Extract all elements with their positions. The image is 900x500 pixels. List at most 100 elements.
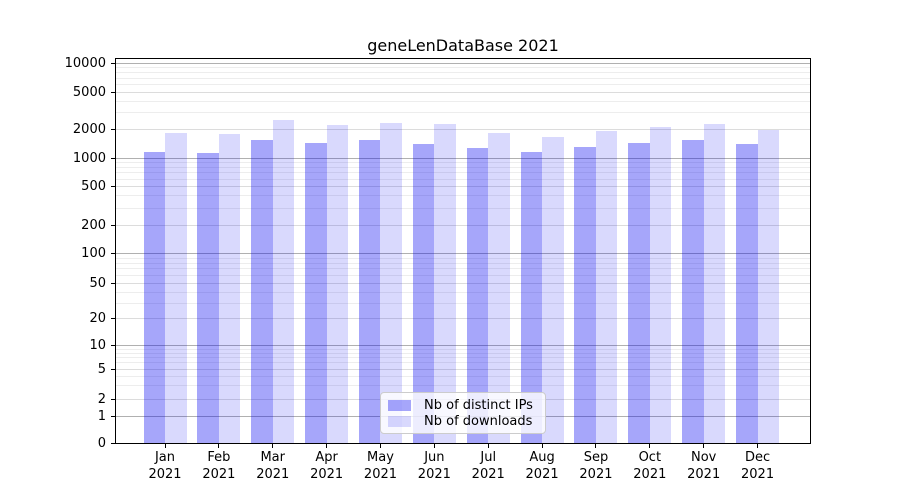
- y-tick-mark: [111, 368, 115, 370]
- bar-downloads-apr: [326, 125, 349, 444]
- x-tick-month: Aug: [529, 450, 555, 465]
- major-gridline: [116, 368, 810, 370]
- x-tick-mark: [164, 444, 166, 448]
- y-tick-mark: [111, 345, 115, 346]
- legend-item-distinct-ips: Nb of distinct IPs: [387, 397, 539, 414]
- x-tick-mark: [649, 444, 651, 448]
- minor-gridline: [116, 112, 810, 114]
- x-tick-year: 2021: [579, 466, 613, 482]
- y-tick-label: 1: [97, 409, 106, 424]
- bar-distinct-ips-jun: [412, 144, 435, 444]
- x-tick-year: 2021: [633, 466, 667, 482]
- x-tick-year: 2021: [256, 466, 290, 482]
- minor-gridline: [116, 72, 810, 74]
- x-tick-month: Mar: [260, 450, 285, 465]
- y-tick-mark: [111, 92, 115, 93]
- x-tick-label: Oct 2021: [618, 450, 682, 483]
- bar-distinct-ips-feb: [197, 152, 219, 444]
- bar-distinct-ips-oct: [628, 142, 650, 444]
- bar-distinct-ips-dec: [736, 143, 758, 444]
- minor-gridline: [116, 167, 810, 168]
- y-tick-label: 2: [97, 391, 106, 407]
- major-gridline: [116, 128, 810, 130]
- x-tick-mark: [703, 444, 705, 448]
- major-gridline: [116, 318, 810, 319]
- x-tick-year: 2021: [471, 466, 505, 482]
- bar-distinct-ips-jul: [466, 147, 489, 444]
- minor-gridline: [116, 100, 810, 102]
- y-tick-mark: [111, 158, 115, 159]
- bar-distinct-ips-sep: [574, 147, 596, 444]
- minor-gridline: [116, 207, 810, 209]
- major-gridline: [116, 345, 810, 346]
- minor-gridline: [116, 362, 810, 364]
- x-tick-mark: [595, 444, 597, 448]
- y-tick-label: 20: [89, 311, 106, 326]
- y-tick-label: 1000: [72, 151, 106, 166]
- y-tick-mark: [111, 318, 115, 319]
- x-tick-year: 2021: [148, 466, 182, 482]
- bar-downloads-feb: [218, 133, 241, 444]
- x-tick-label: Jul 2021: [456, 450, 520, 483]
- minor-gridline: [116, 291, 810, 293]
- x-tick-mark: [487, 444, 489, 448]
- y-tick-label: 2000: [72, 121, 106, 137]
- minor-gridline: [116, 348, 810, 350]
- y-tick-label: 5000: [72, 85, 106, 100]
- bar-downloads-sep: [595, 131, 618, 444]
- major-gridline: [116, 186, 810, 187]
- minor-gridline: [116, 385, 810, 387]
- minor-gridline: [116, 67, 810, 69]
- y-tick-mark: [111, 186, 115, 187]
- bar-distinct-ips-may: [358, 139, 381, 444]
- x-tick-label: Dec 2021: [726, 450, 790, 483]
- chart-title: geneLenDataBase 2021: [367, 36, 559, 55]
- y-tick-mark: [111, 253, 115, 254]
- minor-gridline: [116, 268, 810, 270]
- y-tick-label: 100: [81, 246, 106, 261]
- major-gridline: [116, 283, 810, 284]
- x-tick-month: Oct: [638, 450, 662, 465]
- x-tick-mark: [218, 444, 220, 448]
- y-tick-mark: [111, 128, 115, 130]
- minor-gridline: [116, 352, 810, 354]
- y-tick-mark: [111, 225, 115, 226]
- legend-swatch-downloads: [388, 416, 411, 428]
- legend-label-downloads: Nb of downloads: [424, 414, 533, 430]
- x-tick-month: Sep: [583, 450, 609, 465]
- bar-downloads-jul: [488, 132, 510, 444]
- x-tick-year: 2021: [363, 466, 398, 482]
- bar-distinct-ips-aug: [520, 151, 543, 444]
- bar-downloads-may: [380, 122, 402, 444]
- x-tick-mark: [433, 444, 435, 448]
- x-tick-label: Nov 2021: [672, 450, 736, 483]
- x-tick-month: Apr: [315, 450, 338, 465]
- legend: Nb of distinct IPs Nb of downloads: [380, 392, 546, 434]
- y-tick-label: 0: [97, 436, 106, 451]
- bar-distinct-ips-apr: [305, 142, 327, 444]
- x-tick-label: Jan 2021: [133, 450, 197, 483]
- x-tick-month: May: [367, 450, 394, 465]
- bar-distinct-ips-mar: [251, 140, 273, 444]
- y-tick-label: 200: [81, 218, 106, 233]
- x-tick-month: Feb: [207, 450, 231, 465]
- y-tick-mark: [111, 416, 115, 417]
- x-tick-month: Dec: [744, 450, 771, 465]
- bar-downloads-dec: [757, 129, 780, 444]
- x-tick-month: Jul: [480, 450, 497, 465]
- x-tick-mark: [379, 444, 381, 448]
- x-tick-year: 2021: [741, 466, 775, 482]
- legend-swatch-distinct-ips: [388, 399, 411, 411]
- bar-distinct-ips-nov: [682, 140, 704, 444]
- legend-label-distinct-ips: Nb of distinct IPs: [424, 397, 533, 413]
- bar-downloads-aug: [542, 136, 564, 444]
- x-tick-year: 2021: [417, 466, 451, 482]
- major-gridline: [116, 225, 810, 226]
- x-tick-month: Jun: [424, 450, 445, 465]
- x-tick-label: Mar 2021: [241, 450, 305, 483]
- minor-gridline: [116, 302, 810, 304]
- minor-gridline: [116, 375, 810, 377]
- y-tick-label: 50: [89, 276, 106, 291]
- x-tick-label: May 2021: [348, 450, 412, 483]
- minor-gridline: [116, 178, 810, 180]
